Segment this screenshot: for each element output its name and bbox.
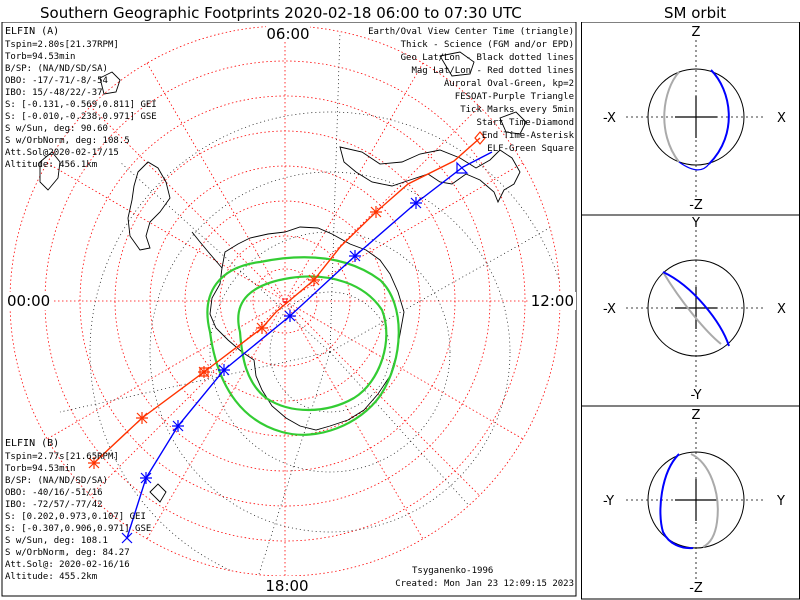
- sm-axis-top: Z: [692, 408, 701, 423]
- elfin-a-line: OBO: -17/-71/-8/-54: [5, 76, 108, 86]
- sm-axis-top: Y: [691, 216, 700, 231]
- elfin-b-line: Altitude: 455.2km: [5, 572, 97, 582]
- elfin-a-footprint: [121, 151, 493, 544]
- legend-item: Start Time-Diamond: [476, 118, 574, 128]
- hour-label-bottom: 18:00: [265, 577, 308, 595]
- elfin-a-info: ELFIN (A) Tspin=2.80s[21.37RPM] Torb=94.…: [5, 26, 157, 170]
- sm-axis-bottom: -Z: [689, 581, 703, 596]
- elfin-b-line: S: [-0.307,0.906,0.971] GSE: [5, 524, 151, 534]
- legend-item: Geo Lat/Lon - Black dotted lines: [401, 53, 574, 63]
- sm-panel-yz: Z -Z -Y Y: [603, 408, 785, 596]
- polar-footprint-map: 06:00 00:00 12:00 18:00 Earth/Oval View …: [1, 22, 577, 597]
- coastlines: [39, 51, 527, 503]
- legend-item: Thick - Science (FGM and/or EPD): [401, 40, 574, 50]
- sm-axis-bottom: -Y: [690, 388, 701, 403]
- sm-axis-right: Y: [776, 494, 785, 509]
- legend-item: FESOAT-Purple Triangle: [455, 92, 574, 102]
- sm-axis-left: -X: [603, 302, 616, 317]
- model-label: Tsyganenko-1996: [412, 566, 493, 576]
- elfin-a-line: IBO: 15/-48/22/-37: [5, 88, 103, 98]
- elfin-a-line: B/SP: (NA/ND/SD/SA): [5, 64, 108, 74]
- elfin-a-line: S: [-0.010,-0.238,0.971] GSE: [5, 112, 157, 122]
- sm-axis-left: -X: [603, 111, 616, 126]
- sm-axis-bottom: -Z: [689, 198, 703, 213]
- sm-panel-xz: Z -Z -X X: [603, 25, 786, 213]
- elfin-a-line: S: [-0.131,-0.569,0.811] GEI: [5, 100, 157, 110]
- elfin-a-line: Tspin=2.80s[21.37RPM]: [5, 40, 119, 50]
- elfin-b-line: B/SP: (NA/ND/SD/SA): [5, 476, 108, 486]
- elfin-a-header: ELFIN (A): [5, 26, 59, 37]
- created-label: Created: Mon Jan 23 12:09:15 2023: [395, 579, 574, 589]
- elfin-b-line: Tspin=2.77s[21.65RPM]: [5, 452, 119, 462]
- elfin-a-line: S w/Sun, deg: 90.60: [5, 124, 108, 134]
- legend-item: Auroral Oval-Green, kp=2: [444, 79, 574, 89]
- geo-grid: [59, 31, 560, 576]
- elfin-a-line: Altitude: 456.1km: [5, 160, 97, 170]
- hour-label-right: 12:00: [531, 292, 574, 310]
- main-title: Southern Geographic Footprints 2020-02-1…: [40, 4, 522, 22]
- hour-label-left: 00:00: [7, 292, 50, 310]
- sm-axis-left: -Y: [603, 494, 614, 509]
- legend-item: Tick Marks every 5min: [460, 105, 574, 115]
- hour-labels: 06:00 00:00 12:00 18:00: [5, 24, 576, 595]
- sm-orbit-title: SM orbit: [664, 4, 727, 22]
- hour-label-top: 06:00: [266, 25, 309, 43]
- elfin-b-header: ELFIN (B): [5, 438, 59, 449]
- legend: Earth/Oval View Center Time (triangle) T…: [368, 27, 574, 154]
- legend-item: ELF-Green Square: [487, 144, 574, 154]
- elfin-a-line: Att.Sol@2020-02-17/15: [5, 148, 119, 158]
- sm-axis-top: Z: [692, 25, 701, 40]
- elfin-b-line: IBO: -72/57/-77/42: [5, 500, 103, 510]
- elfin-b-line: S w/OrbNorm, deg: 84.27: [5, 548, 130, 558]
- elfin-b-info: ELFIN (B) Tspin=2.77s[21.65RPM] Torb=94.…: [5, 438, 151, 582]
- elfin-a-line: S w/OrbNorm, deg: 108.5: [5, 136, 130, 146]
- elfin-b-line: OBO: -40/16/-51/16: [5, 488, 103, 498]
- elfin-a-line: Torb=94.53min: [5, 52, 75, 62]
- legend-item: End Time-Asterisk: [482, 131, 575, 141]
- elfin-b-line: Att.Sol@: 2020-02-16/16: [5, 560, 130, 570]
- elfin-b-line: S: [0.202,0.973,0.107] GEI: [5, 512, 146, 522]
- elfin-b-footprint: [88, 131, 486, 469]
- elfin-b-line: S w/Sun, deg: 108.1: [5, 536, 108, 546]
- sm-panel-xy: Y -Y -X X: [603, 216, 786, 403]
- legend-item: Mag Lat/Lon - Red dotted lines: [411, 66, 574, 76]
- sm-orbit-panels: Z -Z -X X Y -Y -X X Z -Z -Y Y: [581, 22, 800, 600]
- legend-item: Earth/Oval View Center Time (triangle): [368, 27, 574, 37]
- sm-axis-right: X: [777, 111, 786, 126]
- sm-axis-right: X: [777, 302, 786, 317]
- auroral-oval: [206, 256, 400, 436]
- elfin-b-line: Torb=94.53min: [5, 464, 75, 474]
